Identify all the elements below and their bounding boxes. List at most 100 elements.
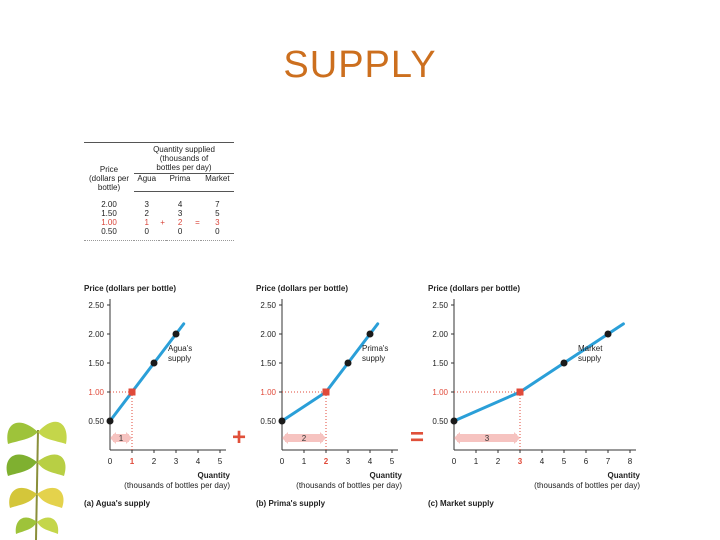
quantity-header: Quantity supplied (thousands of bottles …: [134, 145, 234, 174]
curve-label: Prima's: [362, 344, 388, 353]
slide-title: SUPPLY: [283, 44, 437, 86]
data-point: [150, 359, 158, 367]
x-tick-label: 5: [218, 457, 223, 466]
x-axis-label: Quantity: [198, 471, 231, 480]
x-tick-label: 3: [518, 457, 523, 466]
col-header-prima: Prima: [169, 174, 191, 183]
y-axis-label: Price (dollars per bottle): [84, 284, 176, 293]
table-row: 0.50 0 0 0: [84, 227, 234, 236]
agua-cell: 1: [144, 218, 149, 227]
quantity-arrow-left-head: [282, 432, 288, 444]
highlight-point: [516, 388, 524, 396]
chart-caption: (b) Prima's supply: [256, 499, 326, 508]
highlight-point: [128, 388, 136, 396]
market-cell: 0: [215, 227, 220, 236]
prima-supply-chart: Price (dollars per bottle) 0.50 1.00 1.50 2.…: [256, 284, 403, 508]
table-row: 1.50 2 3 5: [84, 209, 234, 218]
market-cell: 7: [215, 200, 220, 209]
table-row: 2.00 3 4 7: [84, 200, 234, 209]
data-point: [366, 330, 374, 338]
supply-schedule: Price (dollars per bottle) Quantity supp…: [84, 142, 234, 241]
curve-label: supply: [168, 354, 191, 363]
chart-caption: (a) Agua's supply: [84, 499, 151, 508]
x-tick-label: 2: [152, 457, 157, 466]
x-tick-label: 7: [606, 457, 611, 466]
data-point: [172, 330, 180, 338]
agua-cell: 2: [144, 209, 149, 218]
x-tick-label: 1: [474, 457, 479, 466]
price-cell: 1.50: [101, 209, 117, 218]
price-header: Price (dollars per bottle): [84, 145, 134, 192]
quantity-arrow-right-head: [514, 432, 520, 444]
supply-curve: [452, 322, 625, 423]
plus-cell: +: [160, 218, 165, 227]
agua-supply-chart: Price (dollars per bottle) 0.50 1.00 1.50 2.…: [84, 284, 231, 508]
data-point: [560, 359, 568, 367]
agua-cell: 3: [144, 200, 149, 209]
col-header-agua: Agua: [137, 174, 157, 183]
y-tick-label: 2.50: [260, 301, 276, 310]
chart-caption: (c) Market supply: [428, 499, 494, 508]
price-header-line: bottle): [97, 182, 121, 192]
x-tick-label: 4: [368, 457, 373, 466]
quantity-arrow-band: [285, 434, 323, 442]
x-tick-label: 1: [130, 457, 135, 466]
x-tick-label: 4: [540, 457, 545, 466]
x-tick-label: 0: [280, 457, 285, 466]
prima-cell: 2: [177, 218, 183, 227]
x-tick-label: 3: [346, 457, 351, 466]
market-cell: 5: [215, 209, 220, 218]
x-tick-label: 8: [628, 457, 633, 466]
y-tick-label: 2.00: [88, 330, 104, 339]
supply-curve: [108, 322, 186, 423]
curve-label: supply: [578, 354, 601, 363]
curve-label: Market: [578, 344, 603, 353]
y-tick-label: 1.00: [432, 388, 448, 397]
y-tick-label: 1.50: [432, 359, 448, 368]
x-axis-label: (thousands of bottles per day): [296, 481, 402, 490]
curve-label: Agua's: [168, 344, 192, 353]
y-tick-label: 0.50: [88, 417, 104, 426]
y-tick-label: 1.00: [88, 388, 104, 397]
col-header-market: Market: [205, 174, 230, 183]
y-tick-label: 0.50: [432, 417, 448, 426]
curve-label: supply: [362, 354, 385, 363]
x-axis-label: Quantity: [370, 471, 403, 480]
market-cell: 3: [215, 218, 220, 227]
quantity-header-line: Quantity supplied: [153, 145, 215, 154]
data-point: [106, 417, 114, 425]
x-axis-label: Quantity: [608, 471, 641, 480]
x-tick-label: 2: [324, 457, 329, 466]
x-tick-label: 6: [584, 457, 589, 466]
quantity-arrow-left-head: [454, 432, 460, 444]
supply-schedule-table: Price (dollars per bottle) Quantity supp…: [84, 142, 234, 241]
quantity-arrow-right-head: [320, 432, 326, 444]
y-tick-label: 0.50: [260, 417, 276, 426]
x-tick-label: 3: [174, 457, 179, 466]
table-row-highlight: 1.00 1 + 2 = 3: [84, 218, 234, 227]
x-tick-label: 5: [562, 457, 567, 466]
x-tick-label: 5: [390, 457, 395, 466]
y-tick-label: 1.50: [260, 359, 276, 368]
y-tick-label: 2.00: [260, 330, 276, 339]
x-tick-label: 2: [496, 457, 501, 466]
quantity-arrow-label: 1: [119, 434, 124, 443]
data-point: [344, 359, 352, 367]
x-tick-label: 0: [452, 457, 457, 466]
prima-cell: 3: [177, 209, 183, 218]
equals-operator: =: [410, 424, 425, 451]
prima-cell: 0: [177, 227, 183, 236]
quantity-arrow-label: 3: [485, 434, 490, 443]
price-header-line: (dollars per: [88, 173, 129, 183]
quantity-arrow-band: [113, 434, 129, 442]
quantity-arrow-label: 2: [302, 434, 307, 443]
y-axis-label: Price (dollars per bottle): [428, 284, 520, 293]
y-tick-label: 2.50: [88, 301, 104, 310]
data-point: [450, 417, 458, 425]
highlight-point: [322, 388, 330, 396]
price-cell: 0.50: [101, 227, 117, 236]
price-cell: 2.00: [101, 200, 117, 209]
price-header-line: Price: [99, 164, 119, 174]
equals-cell: =: [195, 218, 200, 227]
x-tick-label: 1: [302, 457, 307, 466]
